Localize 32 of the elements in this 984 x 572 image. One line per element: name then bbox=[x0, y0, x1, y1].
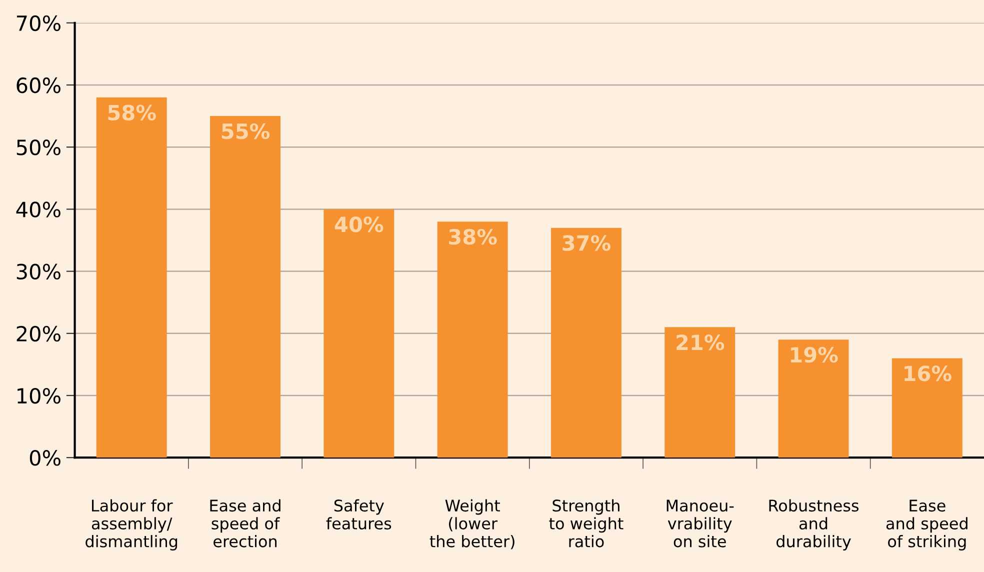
x-tick-label: Safety features bbox=[326, 499, 392, 530]
bar bbox=[892, 358, 962, 458]
data-label: 38% bbox=[449, 228, 497, 245]
y-tick-label: 50% bbox=[16, 140, 60, 156]
x-tick-label: Manoeu- vrability on site bbox=[666, 500, 734, 548]
bar bbox=[437, 222, 508, 458]
data-label: 55% bbox=[222, 123, 270, 140]
bar bbox=[550, 228, 622, 458]
bar bbox=[664, 327, 736, 458]
bar bbox=[210, 116, 280, 458]
x-tick-label: Robustness and durability bbox=[769, 499, 859, 550]
data-label: 37% bbox=[562, 235, 610, 251]
x-tick-label: Ease and speed of striking bbox=[886, 500, 968, 550]
data-label: 21% bbox=[676, 334, 724, 350]
data-label: 19% bbox=[790, 346, 838, 363]
y-tick-label: 70% bbox=[16, 15, 60, 32]
data-label: 40% bbox=[334, 216, 384, 232]
bar bbox=[324, 209, 394, 458]
x-tick-label: Strength to weight ratio bbox=[549, 499, 624, 548]
y-tick-label: 20% bbox=[16, 326, 60, 342]
x-tick-label: Ease and speed of erection bbox=[210, 499, 280, 548]
data-label: 58% bbox=[108, 104, 156, 120]
bar bbox=[96, 97, 167, 458]
y-tick-label: 0% bbox=[30, 450, 60, 466]
data-label: 16% bbox=[904, 366, 952, 382]
y-tick-label: 60% bbox=[16, 77, 60, 94]
y-tick-label: 10% bbox=[18, 388, 60, 404]
x-tick-label: Labour for assembly/ dismantling bbox=[86, 499, 178, 550]
y-tick-label: 40% bbox=[16, 202, 60, 218]
x-tick-label: Weight (lower the better) bbox=[430, 499, 514, 550]
bar bbox=[778, 340, 849, 458]
y-tick-label: 30% bbox=[16, 264, 60, 280]
